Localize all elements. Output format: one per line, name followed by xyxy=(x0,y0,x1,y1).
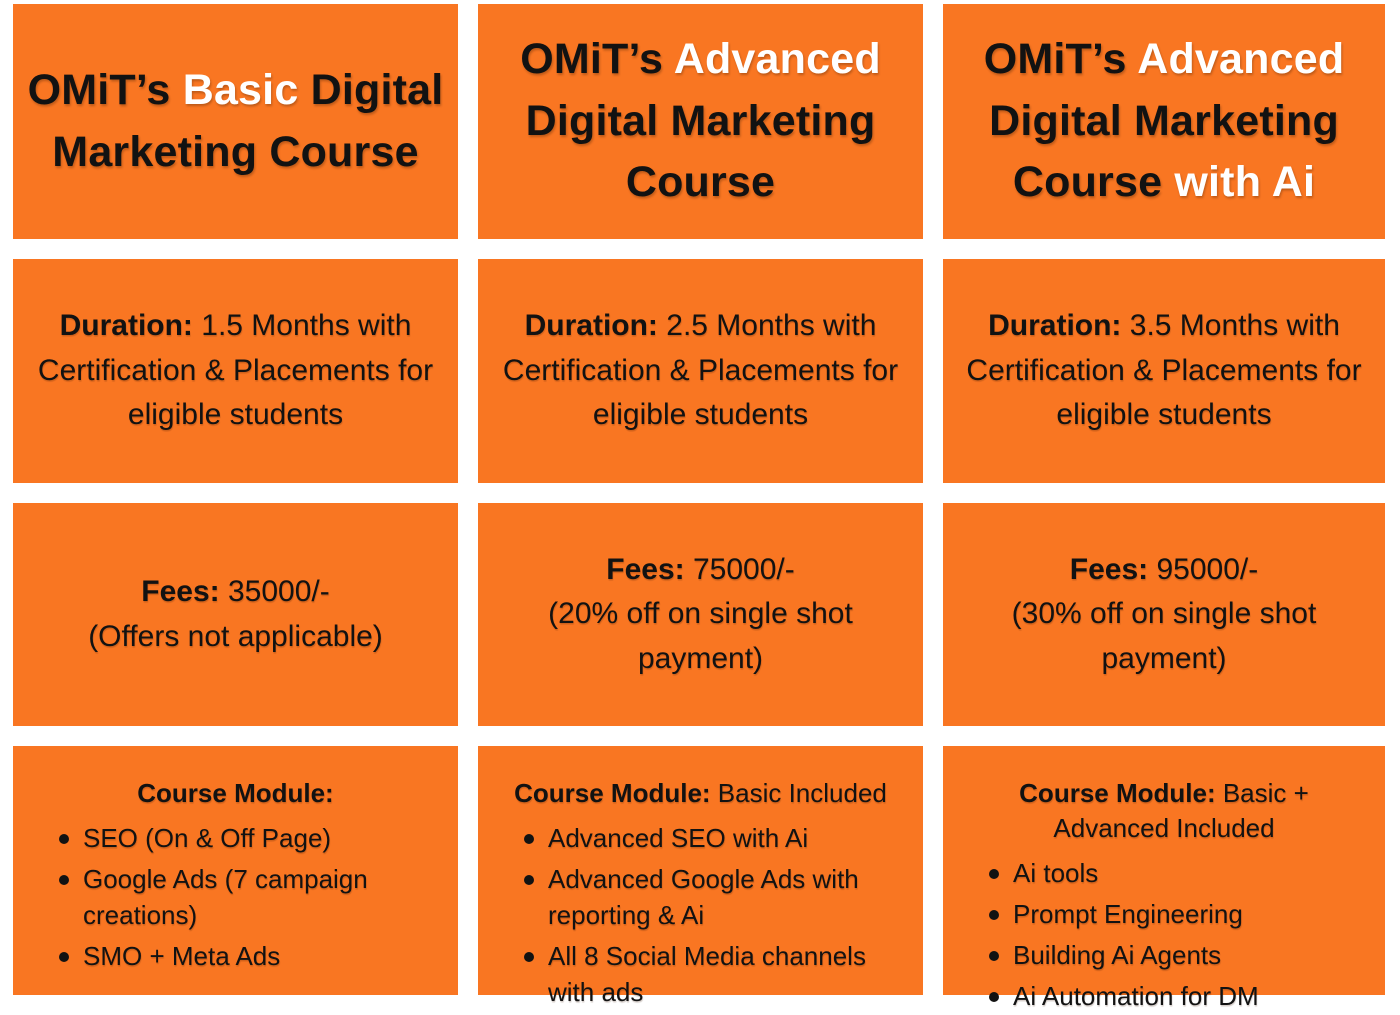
module-suffix: Basic + Advanced Included xyxy=(1053,778,1309,844)
duration-label: Duration: xyxy=(988,309,1122,343)
basic-fees-line: Fees: 35000/- xyxy=(141,570,329,614)
advanced-module-card: Course Module: Basic Included Advanced S… xyxy=(478,746,923,1007)
advanced-title-card: OMiT’s Advanced Digital Marketing Course xyxy=(478,4,923,239)
module-item: Ai Automation for DM xyxy=(989,979,1367,1015)
advanced-duration-text: Duration: 2.5 Months with Certification … xyxy=(490,304,911,437)
module-label: Course Module: xyxy=(1019,778,1216,808)
duration-label: Duration: xyxy=(524,309,658,343)
module-item: Building Ai Agents xyxy=(989,938,1367,974)
title-segment: OMiT’s xyxy=(27,66,183,115)
fees-value: 75000/- xyxy=(684,552,795,586)
basic-title-card: OMiT’s Basic Digital Marketing Course xyxy=(13,4,458,239)
advanced-ai-duration-text: Duration: 3.5 Months with Certification … xyxy=(955,304,1373,437)
advanced-course-title: OMiT’s Advanced Digital Marketing Course xyxy=(484,29,917,213)
title-highlight: Advanced xyxy=(1137,35,1345,84)
course-comparison-board: OMiT’s Basic Digital Marketing Course OM… xyxy=(13,4,1385,1011)
basic-fees-note: (Offers not applicable) xyxy=(88,619,383,653)
advanced-ai-module-heading: Course Module: Basic + Advanced Included xyxy=(961,776,1367,846)
module-label: Course Module: xyxy=(137,778,334,808)
title-segment: OMiT’s xyxy=(983,35,1138,84)
duration-value: 3.5 Months with Certification & Placemen… xyxy=(966,309,1362,432)
module-item: Advanced Google Ads with reporting & Ai xyxy=(524,862,905,934)
module-label: Course Module: xyxy=(514,778,711,808)
advanced-duration-card: Duration: 2.5 Months with Certification … xyxy=(478,259,923,483)
basic-duration-card: Duration: 1.5 Months with Certification … xyxy=(13,259,458,483)
advanced-module-list: Advanced SEO with Ai Advanced Google Ads… xyxy=(496,821,905,1010)
advanced-ai-duration-card: Duration: 3.5 Months with Certification … xyxy=(943,259,1385,483)
advanced-fees-card: Fees: 75000/- (20% off on single shot pa… xyxy=(478,503,923,726)
module-item: SMO + Meta Ads xyxy=(59,939,440,975)
advanced-ai-fees-card: Fees: 95000/- (30% off on single shot pa… xyxy=(943,503,1385,726)
module-item: Google Ads (7 campaign creations) xyxy=(59,862,440,934)
basic-duration-text: Duration: 1.5 Months with Certification … xyxy=(25,304,446,437)
title-segment: Digital Marketing Course xyxy=(52,66,444,176)
advanced-fees-note: (20% off on single shot payment) xyxy=(548,597,853,675)
advanced-ai-module-card: Course Module: Basic + Advanced Included… xyxy=(943,746,1385,1011)
basic-fees-card: Fees: 35000/- (Offers not applicable) xyxy=(13,503,458,726)
title-highlight: with Ai xyxy=(1174,158,1316,207)
title-segment: OMiT’s xyxy=(520,35,674,84)
module-item: Advanced SEO with Ai xyxy=(524,821,905,857)
advanced-ai-fees-note: (30% off on single shot payment) xyxy=(1011,597,1317,675)
module-item: Prompt Engineering xyxy=(989,897,1367,933)
advanced-fees-line: Fees: 75000/- xyxy=(606,548,794,592)
advanced-module-heading: Course Module: Basic Included xyxy=(496,776,905,811)
fees-value: 95000/- xyxy=(1148,552,1259,586)
title-highlight: Advanced xyxy=(673,35,881,84)
basic-module-card: Course Module: SEO (On & Off Page) Googl… xyxy=(13,746,458,995)
duration-label: Duration: xyxy=(59,309,193,343)
module-item: Ai tools xyxy=(989,856,1367,892)
advanced-ai-course-title: OMiT’s Advanced Digital Marketing Course… xyxy=(949,29,1379,213)
module-suffix: Basic Included xyxy=(710,778,887,808)
advanced-ai-fees-line: Fees: 95000/- xyxy=(1070,548,1258,592)
title-highlight: Basic xyxy=(182,66,299,115)
fees-label: Fees: xyxy=(1069,552,1149,586)
title-segment: Digital Marketing Course xyxy=(525,96,876,207)
module-item: SEO (On & Off Page) xyxy=(59,821,440,857)
fees-label: Fees: xyxy=(141,575,220,609)
basic-module-heading: Course Module: xyxy=(31,776,440,811)
advanced-ai-module-list: Ai tools Prompt Engineering Building Ai … xyxy=(961,856,1367,1015)
title-segment: Digital Marketing Course xyxy=(989,96,1339,207)
basic-course-title: OMiT’s Basic Digital Marketing Course xyxy=(19,60,452,183)
basic-module-list: SEO (On & Off Page) Google Ads (7 campai… xyxy=(31,821,440,975)
fees-value: 35000/- xyxy=(219,575,330,609)
duration-value: 1.5 Months with Certification & Placemen… xyxy=(37,309,434,432)
duration-value: 2.5 Months with Certification & Placemen… xyxy=(502,309,899,432)
fees-label: Fees: xyxy=(606,552,685,586)
advanced-ai-title-card: OMiT’s Advanced Digital Marketing Course… xyxy=(943,4,1385,239)
